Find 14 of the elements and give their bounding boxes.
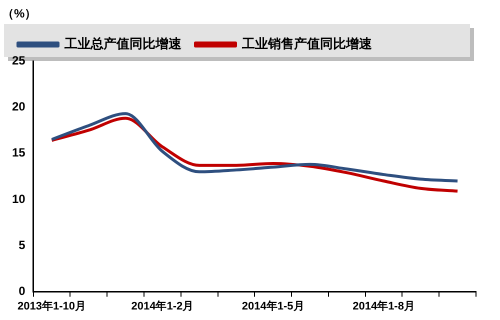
- y-tick-label: 0: [18, 284, 26, 298]
- x-tick-label: 2014年1-2月: [131, 299, 194, 312]
- y-tick-label: 15: [12, 146, 26, 160]
- y-tick-label: 20: [12, 99, 26, 114]
- y-tick-label: 5: [18, 238, 26, 252]
- y-tick-label: 25: [12, 53, 26, 68]
- y-tick-label: 10: [12, 192, 26, 206]
- y-axis-title: （%）: [2, 6, 37, 20]
- line-series: [50, 112, 460, 183]
- x-tick-label: 2014年1-5月: [242, 299, 304, 312]
- x-tick-label: 2014年1-8月: [352, 299, 415, 312]
- legend-label: 工业总产值同比增速: [64, 36, 182, 52]
- legend-label: 工业销售产值同比增速: [241, 36, 373, 52]
- x-tick-label: 2013年1-10月: [18, 299, 86, 312]
